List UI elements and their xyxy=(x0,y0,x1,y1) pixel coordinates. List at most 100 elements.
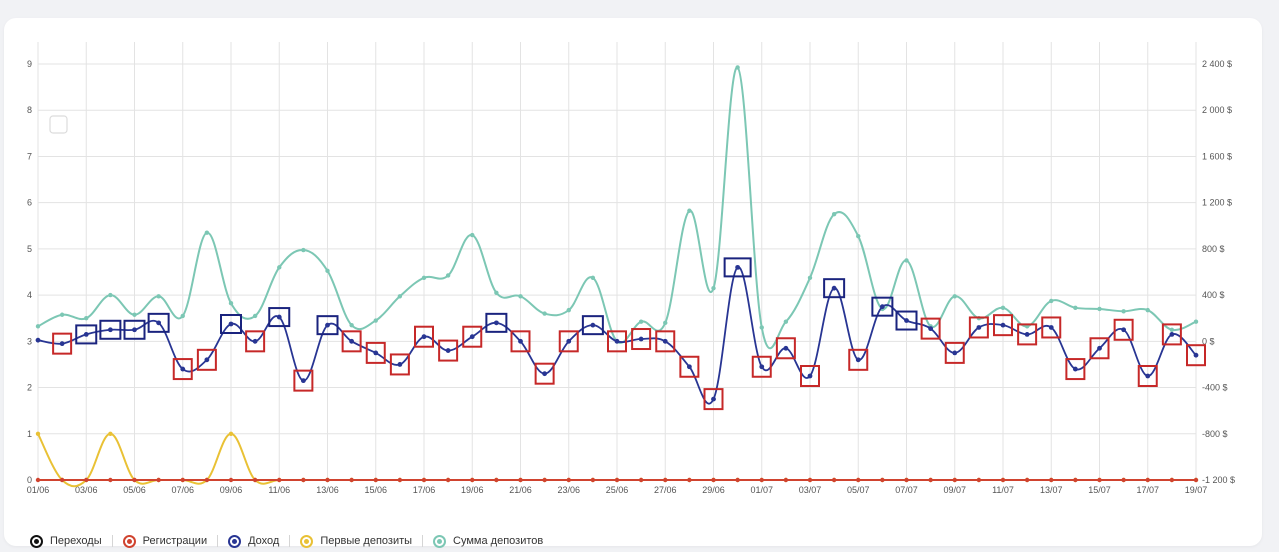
deposit-sum-point xyxy=(421,275,427,280)
x-tick-label: 17/06 xyxy=(413,485,436,495)
deposit-sum-point xyxy=(783,319,789,324)
highlight-box xyxy=(920,317,941,340)
deposit-sum-line xyxy=(37,66,1197,350)
checkbox-icon[interactable] xyxy=(49,115,68,134)
x-tick-label: 19/06 xyxy=(461,485,484,495)
highlight-box xyxy=(172,358,193,381)
deposit-sum-point xyxy=(494,290,499,295)
registrations-point xyxy=(928,477,933,483)
highlight-box xyxy=(944,341,965,364)
income-point xyxy=(107,327,113,333)
y-left-tick-label: 5 xyxy=(27,244,32,254)
deposit-sum-point xyxy=(904,258,909,263)
highlight-box xyxy=(245,330,266,353)
highlight-box xyxy=(220,314,242,334)
x-tick-label: 13/06 xyxy=(316,485,339,495)
registrations-point xyxy=(952,477,957,483)
legend-divider xyxy=(422,535,424,547)
highlight-box xyxy=(510,330,531,353)
x-tick-label: 15/06 xyxy=(364,485,387,495)
income-point xyxy=(156,320,162,326)
highlight-box xyxy=(196,348,217,371)
highlight-box xyxy=(1041,316,1062,339)
deposit-sum-point xyxy=(638,319,644,324)
registrations-point xyxy=(421,477,427,483)
legend-marker-icon xyxy=(433,534,447,548)
highlight-box xyxy=(1137,365,1158,387)
deposit-sum-point xyxy=(277,265,282,270)
income-point xyxy=(1145,373,1151,379)
income-point xyxy=(976,325,982,330)
legend-item-registrations[interactable]: Регистрации xyxy=(122,534,207,548)
x-tick-label: 11/07 xyxy=(992,485,1014,495)
first-deposits-point xyxy=(35,431,41,436)
income-point xyxy=(276,314,282,320)
highlight-boxes xyxy=(52,257,1206,411)
deposit-sum-point xyxy=(84,316,89,321)
registrations-point xyxy=(759,477,764,483)
registrations-point xyxy=(1193,477,1199,483)
registrations-point xyxy=(1073,477,1078,483)
legend-item-income[interactable]: Доход xyxy=(228,534,279,548)
y-right-tick-label: 2 000 $ xyxy=(1202,105,1232,115)
x-tick-label: 03/06 xyxy=(75,485,98,495)
deposit-sum-point xyxy=(325,268,330,274)
income-point xyxy=(35,337,41,343)
registrations-point xyxy=(445,477,451,483)
highlight-box xyxy=(414,325,434,348)
deposit-sum-point xyxy=(397,294,403,299)
legend-divider xyxy=(217,535,219,547)
y-left-tick-label: 9 xyxy=(27,59,32,69)
highlight-box xyxy=(52,332,73,355)
y-left-tick-label: 0 xyxy=(27,475,32,485)
deposit-sum-point xyxy=(228,301,234,306)
x-tick-label: 01/06 xyxy=(27,485,50,495)
registrations-point xyxy=(252,477,258,483)
registrations-point xyxy=(1024,477,1030,483)
y-left-tick-label: 1 xyxy=(27,429,32,439)
registrations-point xyxy=(59,477,65,483)
income-point xyxy=(180,366,186,372)
y-right-tick-label: 800 $ xyxy=(1202,244,1225,254)
registrations-point xyxy=(638,477,644,483)
legend-divider xyxy=(289,535,291,547)
highlight-box xyxy=(1113,318,1134,341)
legend-marker-icon xyxy=(30,534,43,548)
deposit-sum-point xyxy=(590,275,596,280)
legend-divider xyxy=(111,535,113,547)
highlight-box xyxy=(268,307,291,328)
x-tick-label: 29/06 xyxy=(702,485,725,495)
deposit-sum-point xyxy=(759,325,764,330)
x-tick-label: 11/06 xyxy=(268,485,290,495)
legend-item-transitions[interactable]: Переходы xyxy=(30,534,102,548)
legend-item-deposit-sum[interactable]: Сумма депозитов xyxy=(433,534,543,548)
deposit-sum-point xyxy=(735,65,740,70)
x-tick-label: 05/06 xyxy=(123,485,146,495)
first-deposits-point xyxy=(228,431,234,436)
legend-item-first-deposits[interactable]: Первые депозиты xyxy=(300,534,412,548)
deposit-sum-point xyxy=(663,320,668,326)
income-point xyxy=(1072,366,1078,372)
deposit-sum-point xyxy=(566,307,571,313)
legend-marker-icon xyxy=(300,534,314,548)
x-tick-label: 15/07 xyxy=(1088,485,1111,495)
registrations-point xyxy=(566,477,571,483)
series-income xyxy=(35,264,1199,405)
highlight-box xyxy=(389,353,410,376)
deposit-sum-point xyxy=(542,311,547,316)
highlight-box xyxy=(293,369,314,392)
income-point xyxy=(638,336,644,342)
highlight-box xyxy=(823,278,846,299)
registrations-point xyxy=(132,477,137,483)
deposit-sum-point xyxy=(1000,305,1006,311)
registrations-point xyxy=(518,477,523,483)
registrations-point xyxy=(277,477,282,483)
deposit-sum-point xyxy=(108,292,113,298)
highlight-box xyxy=(365,341,386,364)
income-point xyxy=(783,345,789,351)
income-point xyxy=(132,327,137,333)
deposit-sum-point xyxy=(132,312,137,317)
income-point xyxy=(735,264,741,270)
x-tick-label: 05/07 xyxy=(847,485,870,495)
deposit-sum-point xyxy=(1049,298,1054,304)
